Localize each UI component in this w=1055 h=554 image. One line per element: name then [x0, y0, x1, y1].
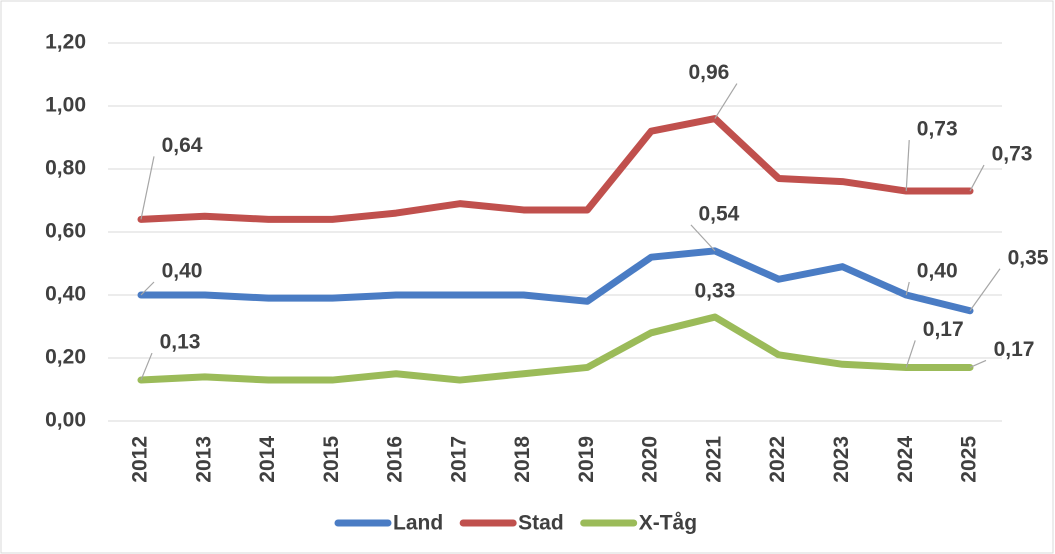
leader-line	[140, 352, 153, 381]
leader-line	[140, 156, 155, 220]
data-label: 0,73	[917, 118, 958, 141]
data-label: 0,17	[923, 318, 964, 341]
leader-line	[969, 268, 1001, 312]
leader-line	[905, 340, 916, 368]
leader-line	[140, 281, 155, 296]
data-label: 0,13	[160, 331, 201, 354]
legend-label: X-Tåg	[639, 512, 697, 535]
leader-line	[969, 164, 985, 192]
x-tick-label: 2025	[958, 436, 981, 483]
data-label: 0,64	[162, 134, 203, 157]
x-tick-label: 2014	[256, 436, 279, 483]
y-tick-label: 1,00	[45, 94, 86, 117]
legend-label: Land	[393, 512, 443, 535]
data-label: 0,96	[688, 61, 729, 84]
y-tick-label: 0,60	[45, 220, 86, 243]
series-line	[137, 313, 974, 384]
y-tick-label: 0,20	[45, 346, 86, 369]
x-tick-label: 2012	[129, 436, 152, 483]
data-label: 0,54	[698, 202, 739, 225]
y-tick-label: 0,00	[45, 409, 86, 432]
x-tick-label: 2022	[766, 436, 789, 483]
x-tick-label: 2023	[830, 436, 853, 483]
x-tick-label: 2017	[447, 436, 470, 483]
x-tick-label: 2021	[702, 436, 725, 483]
x-tick-label: 2015	[320, 436, 343, 483]
x-tick-label: 2018	[511, 436, 534, 483]
leader-line	[690, 224, 716, 252]
leader-line	[905, 281, 910, 296]
x-tick-label: 2016	[384, 436, 407, 483]
leader-line	[905, 140, 910, 192]
x-tick-label: 2024	[894, 436, 917, 483]
leader-line	[714, 83, 738, 119]
x-tick-label: 2019	[575, 436, 598, 483]
x-tick-label: 2020	[639, 436, 662, 483]
leader-line	[969, 359, 987, 368]
data-label: 0,33	[694, 280, 735, 303]
data-label: 0,40	[162, 260, 203, 283]
data-label: 0,17	[994, 338, 1035, 361]
data-label: 0,73	[992, 143, 1033, 166]
series-line	[137, 115, 974, 223]
y-tick-label: 0,40	[45, 283, 86, 306]
data-label: 0,35	[1008, 246, 1049, 269]
data-label: 0,40	[917, 260, 958, 283]
y-tick-label: 1,20	[45, 31, 86, 54]
x-tick-label: 2013	[192, 436, 215, 483]
y-tick-label: 0,80	[45, 157, 86, 180]
series-line	[137, 247, 974, 315]
legend-label: Stad	[518, 512, 564, 535]
